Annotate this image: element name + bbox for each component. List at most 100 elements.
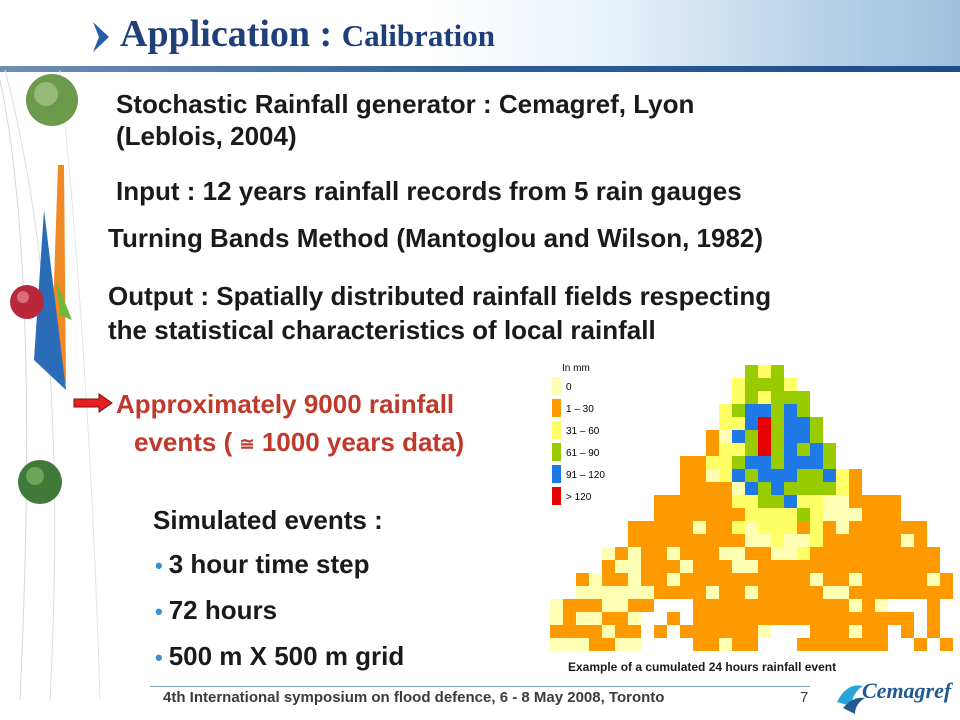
map-cell — [862, 586, 875, 599]
map-cell — [849, 599, 862, 612]
map-cell — [875, 625, 888, 638]
map-cell — [810, 443, 823, 456]
map-cell — [589, 638, 602, 651]
map-cell — [901, 612, 914, 625]
map-cell — [667, 573, 680, 586]
map-cell — [758, 456, 771, 469]
map-cell — [810, 469, 823, 482]
map-cell — [602, 625, 615, 638]
map-cell — [732, 456, 745, 469]
map-cell — [862, 547, 875, 560]
map-cell — [836, 521, 849, 534]
map-cell — [719, 521, 732, 534]
map-cell — [914, 547, 927, 560]
map-cell — [810, 612, 823, 625]
map-cell — [706, 482, 719, 495]
map-cell — [563, 638, 576, 651]
map-cell — [628, 586, 641, 599]
map-cell — [602, 638, 615, 651]
map-cell — [849, 625, 862, 638]
slide-title-main: Application : — [120, 13, 342, 55]
generator-line: Stochastic Rainfall generator : Cemagref… — [116, 89, 695, 119]
map-cell — [745, 469, 758, 482]
map-cell — [784, 482, 797, 495]
map-cell — [797, 482, 810, 495]
cemagref-logo-text: Cemagref — [862, 678, 952, 703]
map-cell — [823, 521, 836, 534]
map-cell — [706, 469, 719, 482]
map-cell — [927, 612, 940, 625]
header-rule — [0, 66, 960, 72]
map-cell — [849, 495, 862, 508]
map-cell — [901, 521, 914, 534]
map-cell — [667, 612, 680, 625]
map-cell — [589, 573, 602, 586]
map-cell — [823, 573, 836, 586]
map-cell — [836, 560, 849, 573]
map-cell — [641, 534, 654, 547]
map-cell — [745, 547, 758, 560]
map-cell — [758, 573, 771, 586]
map-cell — [706, 573, 719, 586]
map-cell — [628, 638, 641, 651]
map-cell — [771, 456, 784, 469]
map-cell — [849, 482, 862, 495]
map-cell — [615, 547, 628, 560]
map-cell — [706, 638, 719, 651]
bullet-text: 3 hour time step — [168, 549, 370, 579]
map-cell — [745, 443, 758, 456]
map-cell — [680, 586, 693, 599]
map-cell — [667, 521, 680, 534]
map-cell — [719, 508, 732, 521]
map-cell — [810, 417, 823, 430]
map-cell — [784, 508, 797, 521]
map-cell — [771, 378, 784, 391]
map-cell — [732, 391, 745, 404]
map-cell — [875, 573, 888, 586]
turning-bands-line: Turning Bands Method (Mantoglou and Wils… — [108, 223, 764, 253]
map-cell — [628, 547, 641, 560]
map-cell — [797, 417, 810, 430]
map-cell — [875, 547, 888, 560]
map-cell — [615, 599, 628, 612]
map-cell — [758, 482, 771, 495]
map-cell — [628, 573, 641, 586]
map-cell — [745, 495, 758, 508]
map-cell — [784, 404, 797, 417]
map-cell — [849, 612, 862, 625]
map-cell — [758, 469, 771, 482]
map-cell — [654, 534, 667, 547]
map-cell — [849, 560, 862, 573]
map-cell — [732, 625, 745, 638]
map-cell — [797, 638, 810, 651]
map-cell — [693, 521, 706, 534]
map-cell — [823, 599, 836, 612]
legend-swatch — [552, 377, 561, 395]
map-cell — [563, 612, 576, 625]
map-cell — [654, 495, 667, 508]
map-cell — [810, 560, 823, 573]
map-cell — [810, 508, 823, 521]
map-cell — [810, 573, 823, 586]
map-cell — [758, 521, 771, 534]
output-line-continued: the statistical characteristics of local… — [108, 315, 656, 345]
map-cell — [836, 625, 849, 638]
map-cell — [719, 560, 732, 573]
map-cell — [706, 599, 719, 612]
map-cell — [680, 547, 693, 560]
map-cell — [758, 404, 771, 417]
map-cell — [641, 586, 654, 599]
map-cell — [693, 599, 706, 612]
map-cell — [823, 586, 836, 599]
simulated-events-title: Simulated events : — [153, 505, 383, 535]
legend-label: 1 – 30 — [566, 404, 594, 415]
map-cell — [784, 443, 797, 456]
map-cell — [680, 482, 693, 495]
map-cell — [797, 573, 810, 586]
map-cell — [823, 456, 836, 469]
map-cell — [680, 625, 693, 638]
map-cell — [823, 495, 836, 508]
map-cell — [706, 612, 719, 625]
map-cell — [745, 521, 758, 534]
map-cell — [875, 599, 888, 612]
